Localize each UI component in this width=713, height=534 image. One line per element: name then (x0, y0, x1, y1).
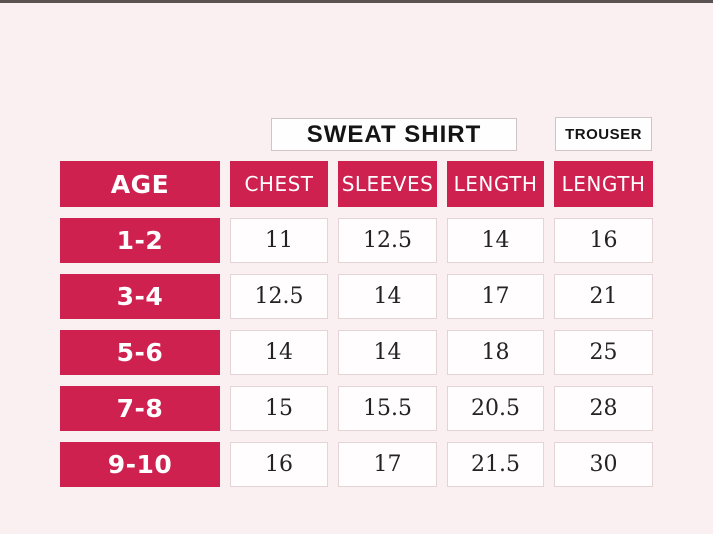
top-edge-artifact (0, 0, 713, 3)
value-cell: 21.5 (447, 442, 544, 487)
age-cell: 1-2 (60, 218, 220, 263)
col-header-age: AGE (60, 161, 220, 207)
value-cell: 16 (230, 442, 328, 487)
value-cell: 14 (447, 218, 544, 263)
value-cell: 15 (230, 386, 328, 431)
value-cell: 14 (230, 330, 328, 375)
age-cell: 3-4 (60, 274, 220, 319)
value-cell: 30 (554, 442, 653, 487)
trouser-title: TROUSER (565, 125, 642, 143)
col-header-trouser-length: LENGTH (554, 161, 653, 207)
value-cell: 28 (554, 386, 653, 431)
value-cell: 17 (338, 442, 437, 487)
value-cell: 15.5 (338, 386, 437, 431)
age-cell: 5-6 (60, 330, 220, 375)
col-header-chest: CHEST (230, 161, 328, 207)
age-cell: 9-10 (60, 442, 220, 487)
value-cell: 21 (554, 274, 653, 319)
value-cell: 25 (554, 330, 653, 375)
value-cell: 18 (447, 330, 544, 375)
value-cell: 20.5 (447, 386, 544, 431)
col-header-sleeves: SLEEVES (338, 161, 437, 207)
trouser-title-box: TROUSER (555, 117, 652, 151)
value-cell: 12.5 (338, 218, 437, 263)
value-cell: 12.5 (230, 274, 328, 319)
value-cell: 14 (338, 274, 437, 319)
value-cell: 11 (230, 218, 328, 263)
col-header-length: LENGTH (447, 161, 544, 207)
age-cell: 7-8 (60, 386, 220, 431)
value-cell: 16 (554, 218, 653, 263)
value-cell: 17 (447, 274, 544, 319)
size-table: AGE CHEST SLEEVES LENGTH LENGTH 1-2 11 1… (60, 161, 653, 487)
sweatshirt-title: SWEAT SHIRT (306, 120, 482, 148)
value-cell: 14 (338, 330, 437, 375)
sweatshirt-title-box: SWEAT SHIRT (271, 118, 517, 151)
